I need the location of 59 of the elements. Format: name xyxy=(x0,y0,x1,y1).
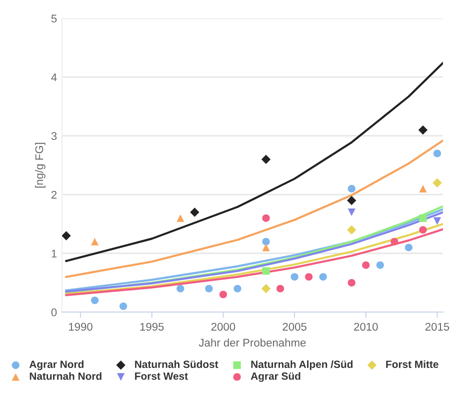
line-series xyxy=(65,62,443,262)
x-tick-label: 2000 xyxy=(211,322,236,331)
point xyxy=(419,214,427,222)
point xyxy=(262,244,270,252)
point xyxy=(348,208,356,216)
point xyxy=(390,238,398,246)
legend-label: Naturnah Nord xyxy=(30,372,102,380)
point xyxy=(348,278,356,287)
x-axis-title: Jahr der Probenahme xyxy=(198,338,306,347)
point xyxy=(262,267,270,275)
point xyxy=(348,184,356,193)
point xyxy=(290,273,298,281)
point xyxy=(362,261,370,269)
point xyxy=(120,302,128,310)
point xyxy=(90,238,99,246)
line-series xyxy=(65,140,443,278)
point xyxy=(433,150,442,158)
point xyxy=(418,125,428,135)
y-axis-title: [ng/g FG] xyxy=(35,142,46,188)
point xyxy=(419,226,427,234)
point xyxy=(176,214,184,222)
point xyxy=(305,273,313,281)
point xyxy=(234,284,242,292)
y-tick-label: 3 xyxy=(51,132,57,140)
point xyxy=(261,284,271,294)
point xyxy=(276,284,284,292)
y-tick-label: 4 xyxy=(51,73,57,82)
point xyxy=(262,238,270,246)
point xyxy=(219,290,228,298)
x-tick-label: 2015 xyxy=(425,322,450,331)
point xyxy=(190,208,200,217)
x-tick-label: 1990 xyxy=(69,322,92,331)
point xyxy=(205,284,213,292)
x-tick-label: 2010 xyxy=(354,322,378,331)
point xyxy=(404,244,412,252)
point xyxy=(376,261,384,269)
y-tick-label: 2 xyxy=(51,190,57,199)
y-tick-label: 1 xyxy=(52,250,57,258)
point xyxy=(433,217,442,225)
legend-label: Forst Mitte xyxy=(386,360,438,368)
point xyxy=(176,284,184,292)
point xyxy=(347,196,356,206)
legend-label: Agrar Süd xyxy=(250,372,300,382)
x-tick-label: 2005 xyxy=(282,322,306,331)
point xyxy=(347,225,356,234)
y-tick-label: 5 xyxy=(51,14,57,22)
point xyxy=(90,296,99,304)
point xyxy=(262,214,270,222)
y-tick-label: 0 xyxy=(51,308,57,316)
point xyxy=(319,273,327,281)
legend-label: Naturnah Südost xyxy=(135,360,218,368)
point xyxy=(419,184,427,193)
point xyxy=(62,231,71,240)
point xyxy=(261,154,271,164)
legend-label: Forst West xyxy=(135,372,188,380)
legend-label: Naturnah Alpen /Süd xyxy=(251,360,353,370)
legend-label: Agrar Nord xyxy=(29,360,84,370)
x-tick-label: 1995 xyxy=(140,322,164,331)
point xyxy=(432,178,442,188)
